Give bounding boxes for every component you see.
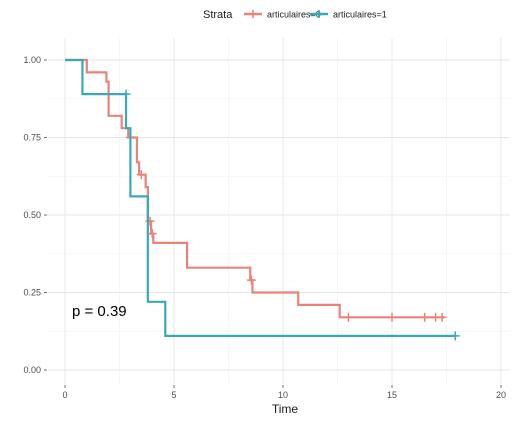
legend-entry-1: articulaires=1 — [310, 10, 387, 20]
legend-label-0: articulaires=0 — [267, 10, 321, 20]
x-tick-label: 0 — [62, 390, 67, 400]
x-axis-title: Time — [272, 402, 299, 416]
legend-label-1: articulaires=1 — [333, 10, 387, 20]
axes: 0.00 0.25 0.50 0.75 1.00 0 5 10 15 20 — [23, 55, 506, 400]
y-tick-label: 1.00 — [23, 55, 41, 65]
x-tick-label: 20 — [496, 390, 506, 400]
legend: Strata articulaires=0 articulaires=1 — [203, 9, 387, 21]
p-value-annotation: p = 0.39 — [72, 303, 127, 320]
y-tick-label: 0.00 — [23, 365, 41, 375]
y-tick-label: 0.25 — [23, 288, 41, 298]
x-tick-label: 5 — [171, 390, 176, 400]
series-line-1 — [65, 58, 456, 337]
y-tick-label: 0.50 — [23, 210, 41, 220]
grid — [48, 38, 510, 384]
series-layer — [65, 58, 460, 341]
x-tick-label: 10 — [278, 390, 288, 400]
y-tick-label: 0.75 — [23, 133, 41, 143]
legend-title: Strata — [203, 9, 233, 21]
x-tick-label: 15 — [387, 390, 397, 400]
legend-entry-0: articulaires=0 — [244, 10, 321, 20]
series-line-0 — [65, 58, 445, 319]
